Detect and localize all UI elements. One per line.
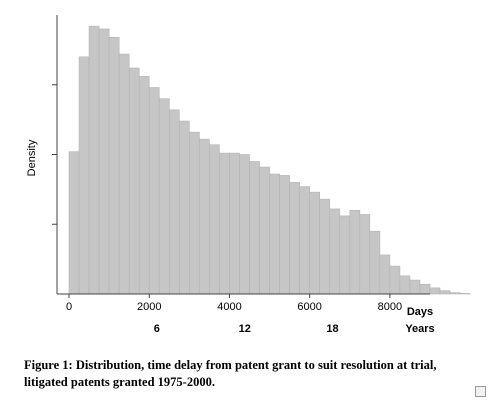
histogram-bar [299,186,310,295]
histogram-bar [389,265,401,295]
histogram-bar [98,28,110,295]
histogram-bar [319,198,331,295]
histogram-bar [379,254,391,295]
histogram-bar [429,287,441,295]
histogram-bar [439,290,451,295]
years-tick-label: 12 [239,323,251,335]
histogram-bar [329,208,341,295]
histogram-bar [148,87,160,295]
histogram-bar [259,166,270,295]
histogram-bar [289,182,300,295]
histogram-chart: 0 2000 4000 6000 8000 6 12 18 Density Days Year… [26,15,471,335]
histogram-bar [239,154,250,295]
x-tick-label: 6000 [297,301,321,313]
histogram-bar [419,283,431,295]
histogram-bar [189,131,200,295]
histogram-bar [369,230,381,295]
x-tick-label: 0 [66,301,72,313]
x-tick-label: 4000 [217,301,241,313]
histogram-bar [68,151,80,295]
histogram-bar [88,25,100,295]
y-axis [52,15,58,294]
histogram-bar [459,293,471,295]
histogram-bar [138,76,150,295]
histogram-bar [128,67,140,295]
y-axis-label: Density [26,139,38,176]
caption-line-2: litigated patents granted 1975-2000. [24,375,215,389]
histogram-bar [399,275,411,295]
years-tick-label: 18 [326,323,338,335]
histogram-bar [158,98,170,295]
histogram-bar [449,292,461,295]
histogram-bar [269,173,280,295]
x-tick-label: 2000 [137,301,161,313]
histogram-bar [219,152,230,295]
histogram-bar [108,37,120,295]
histogram-bar [179,120,190,295]
histogram-bar [309,191,321,295]
figure-caption: Figure 1: Distribution, time delay from … [24,357,484,391]
histogram-bar [349,210,361,295]
histogram-bar [359,214,371,295]
histogram-bar [199,138,210,295]
histogram-bar [229,152,240,295]
caption-line-1: Figure 1: Distribution, time delay from … [24,358,437,372]
histogram-bar [118,53,130,295]
x-axis: 0 2000 4000 6000 8000 6 12 18 [57,293,430,335]
histogram-bar [279,175,290,295]
x-axis-label-days: Days [407,306,433,318]
resize-icon[interactable] [475,386,486,397]
histogram-bar [409,279,421,295]
x-tick-label: 8000 [378,301,402,313]
histogram-bar [209,144,220,295]
histogram-bar [339,215,351,295]
x-axis-label-years: Years [405,323,434,335]
histogram-bar [169,109,180,295]
histogram-bar [78,56,90,295]
histogram-bar [249,161,260,295]
years-tick-label: 6 [154,323,160,335]
